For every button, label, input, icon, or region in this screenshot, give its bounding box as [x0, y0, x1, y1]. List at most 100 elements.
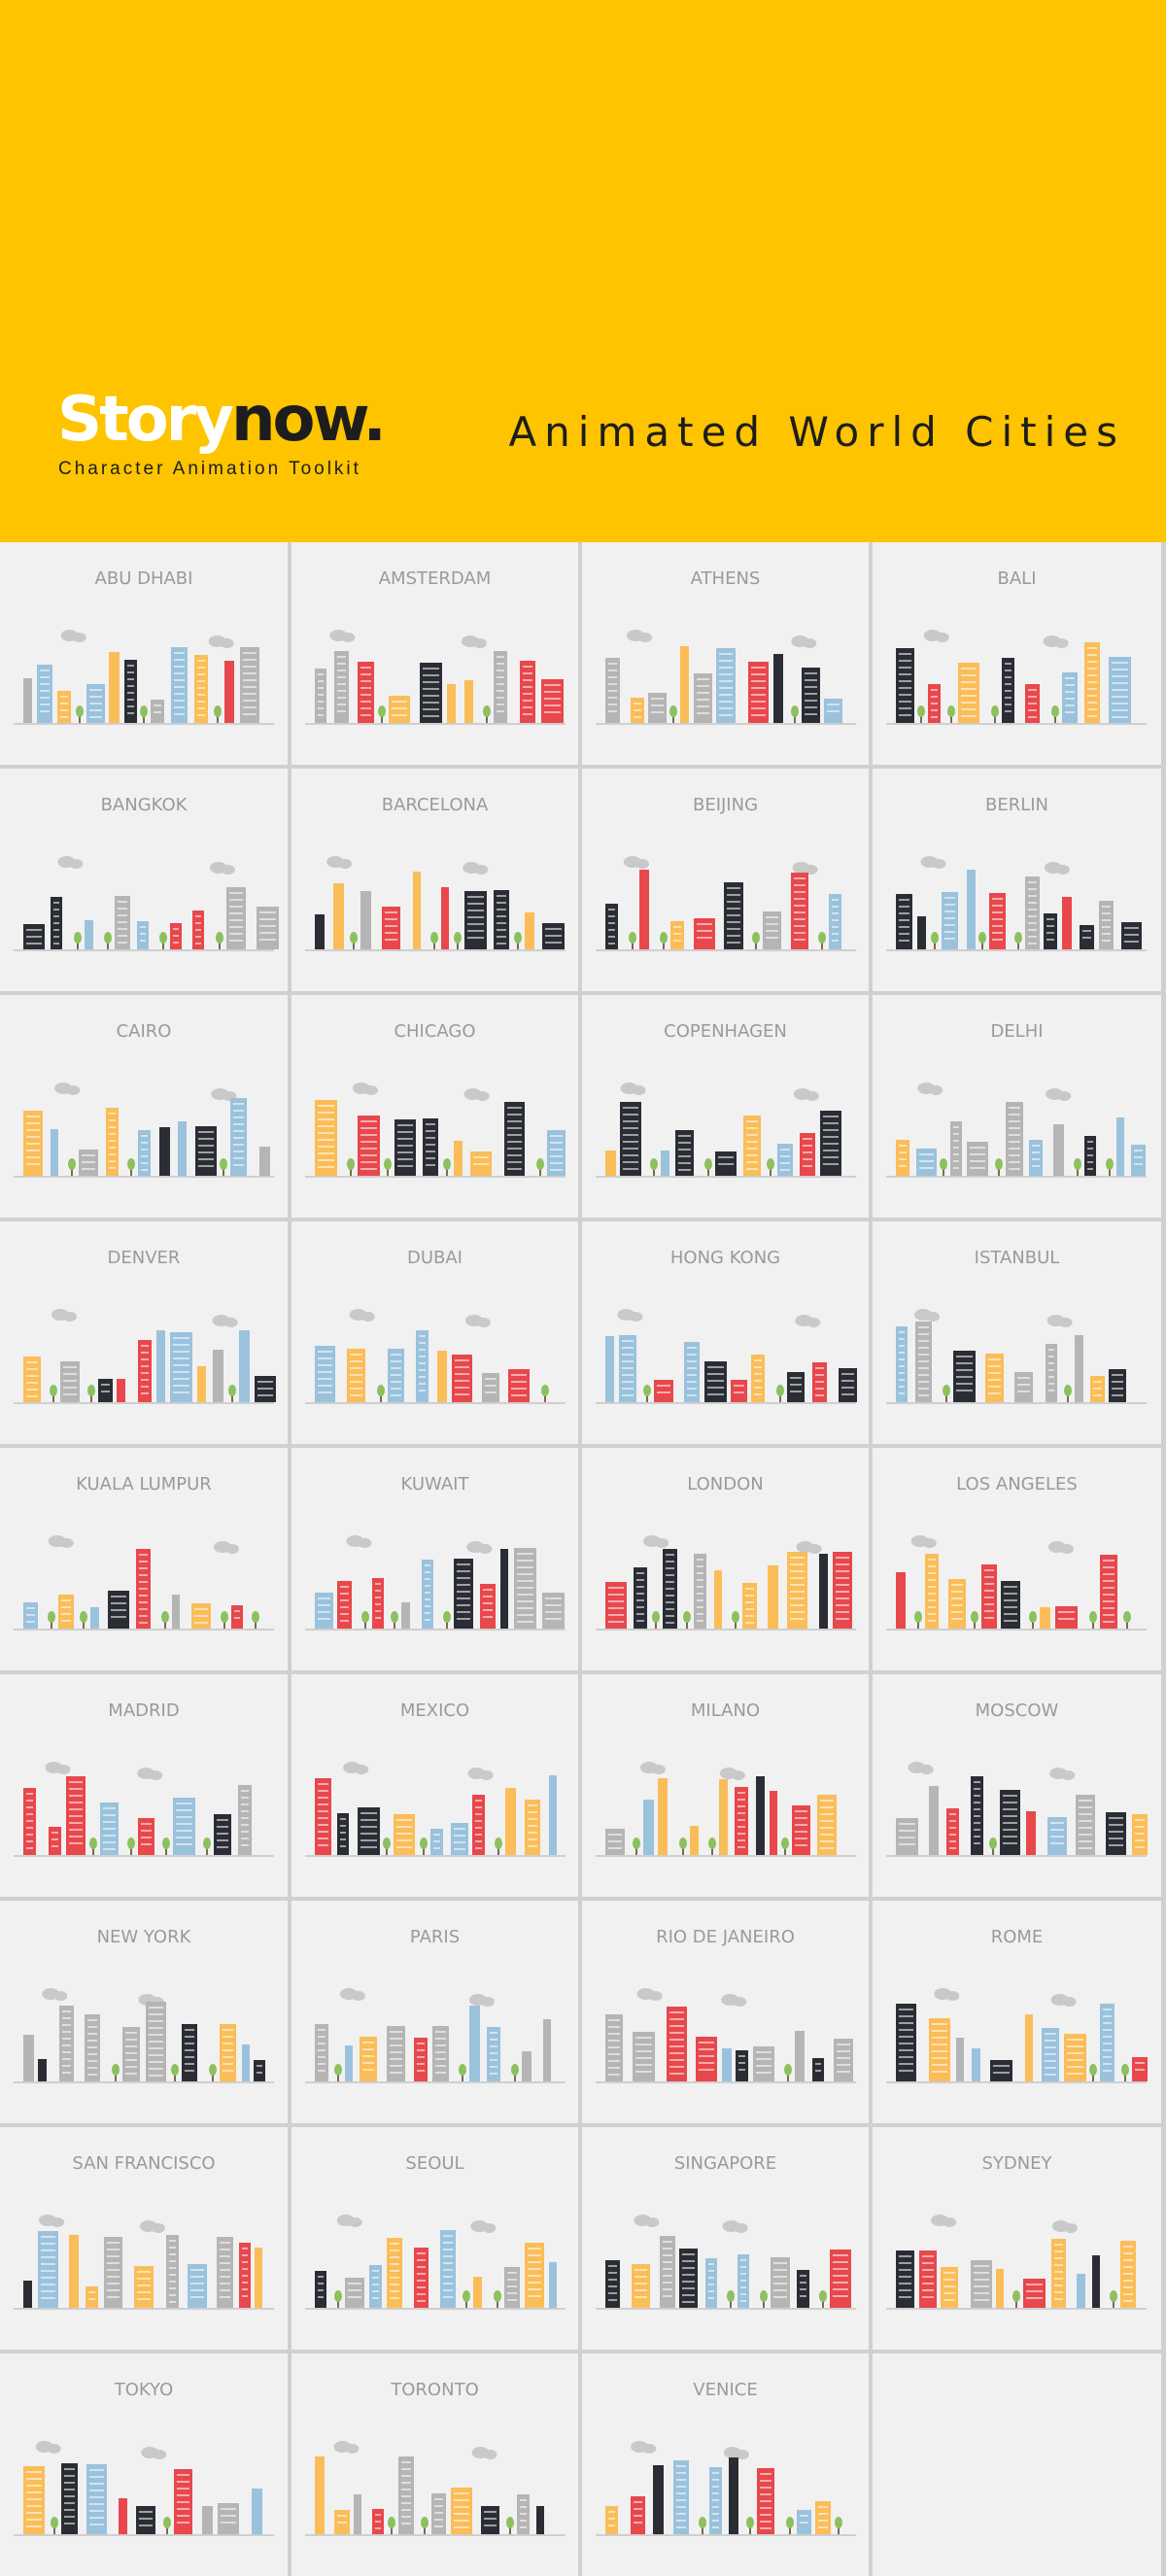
building-icon — [948, 1579, 966, 1629]
cloud-icon — [1043, 635, 1069, 648]
building-icon — [1132, 1814, 1148, 1855]
city-name: BALI — [997, 568, 1037, 589]
tree-icon — [931, 932, 939, 949]
city-skyline-illustration — [305, 1082, 566, 1178]
building-icon — [138, 1818, 154, 1855]
tree-icon — [334, 2064, 342, 2081]
building-icon — [714, 1570, 722, 1629]
city-tile: TOKYO — [0, 2353, 288, 2576]
ground-line — [305, 1629, 566, 1631]
building-icon — [401, 1602, 410, 1629]
building-icon — [1121, 922, 1142, 949]
header-banner: Storynow. Character Animation Toolkit An… — [0, 0, 1166, 542]
building-icon — [605, 1829, 625, 1855]
building-icon — [394, 1119, 416, 1176]
building-icon — [619, 1335, 636, 1402]
tree-icon — [679, 1838, 687, 1855]
building-icon — [839, 1368, 857, 1402]
building-icon — [1002, 658, 1014, 723]
city-tile: KUALA LUMPUR — [0, 1448, 288, 1670]
tree-icon — [514, 932, 522, 949]
building-icon — [57, 691, 71, 723]
city-name: AMSTERDAM — [378, 568, 492, 589]
city-skyline-illustration — [596, 2215, 856, 2310]
building-icon — [1062, 897, 1072, 949]
building-icon — [917, 916, 926, 949]
tree-icon — [159, 932, 167, 949]
building-icon — [815, 2501, 831, 2534]
building-icon — [398, 2456, 414, 2534]
building-icon — [473, 2277, 482, 2308]
building-icon — [66, 1776, 86, 1855]
city-name: ABU DHABI — [94, 568, 193, 589]
building-icon — [1006, 1102, 1023, 1176]
tree-icon — [454, 932, 462, 949]
city-skyline-illustration — [305, 1309, 566, 1404]
building-icon — [967, 870, 976, 949]
building-icon — [334, 651, 349, 723]
building-icon — [896, 1326, 908, 1402]
city-skyline-illustration — [14, 1082, 274, 1178]
building-icon — [1100, 2004, 1115, 2081]
building-icon — [919, 2250, 937, 2308]
building-icon — [345, 2278, 364, 2308]
tree-icon — [443, 1158, 451, 1176]
tree-icon — [220, 1158, 227, 1176]
cloud-icon — [466, 1541, 493, 1554]
tree-icon — [48, 1611, 55, 1629]
ground-line — [305, 1176, 566, 1178]
cloud-icon — [60, 630, 86, 642]
building-icon — [257, 907, 279, 949]
building-icon — [337, 1813, 349, 1855]
building-icon — [958, 663, 979, 723]
building-icon — [166, 2235, 179, 2308]
building-icon — [802, 668, 820, 723]
tree-icon — [1074, 1158, 1081, 1176]
building-icon — [1053, 1124, 1064, 1176]
ground-line — [596, 1629, 856, 1631]
cloud-icon — [721, 1994, 747, 2007]
building-icon — [643, 1800, 654, 1855]
tree-icon — [1064, 1385, 1072, 1402]
building-icon — [729, 2457, 738, 2534]
tree-icon — [511, 2064, 519, 2081]
building-icon — [394, 1814, 415, 1855]
cloud-icon — [141, 2447, 167, 2459]
ground-line — [886, 1629, 1147, 1631]
building-icon — [454, 1141, 463, 1176]
tree-icon — [541, 1385, 549, 1402]
building-icon — [605, 658, 620, 723]
building-icon — [956, 2038, 964, 2081]
building-icon — [59, 2006, 74, 2081]
city-skyline-illustration — [596, 1988, 856, 2083]
city-skyline-illustration — [886, 1309, 1147, 1404]
building-icon — [1046, 1344, 1057, 1402]
city-name: TOKYO — [114, 2380, 174, 2400]
tree-icon — [995, 1158, 1003, 1176]
tree-icon — [334, 2290, 342, 2308]
building-icon — [224, 661, 234, 723]
building-icon — [632, 2264, 650, 2308]
cloud-icon — [1051, 2220, 1078, 2233]
cloud-icon — [793, 1088, 819, 1101]
city-tile: DELHI — [873, 995, 1161, 1218]
city-name: MADRID — [108, 1700, 180, 1721]
tree-icon — [378, 705, 386, 723]
city-name: SYDNEY — [981, 2153, 1052, 2174]
tree-icon — [171, 2064, 179, 2081]
building-icon — [423, 1118, 438, 1176]
building-icon — [929, 2018, 950, 2081]
tree-icon — [252, 1611, 259, 1629]
tree-icon — [104, 932, 112, 949]
building-icon — [23, 2281, 32, 2308]
building-icon — [138, 1340, 152, 1402]
building-icon — [684, 1342, 700, 1402]
building-icon — [137, 921, 149, 949]
building-icon — [896, 2250, 914, 2308]
tree-icon — [1089, 1611, 1097, 1629]
building-icon — [1051, 2239, 1066, 2308]
tree-icon — [536, 1158, 544, 1176]
city-tile: MOSCOW — [873, 1674, 1161, 1897]
building-icon — [505, 1788, 516, 1855]
tree-icon — [940, 1158, 947, 1176]
